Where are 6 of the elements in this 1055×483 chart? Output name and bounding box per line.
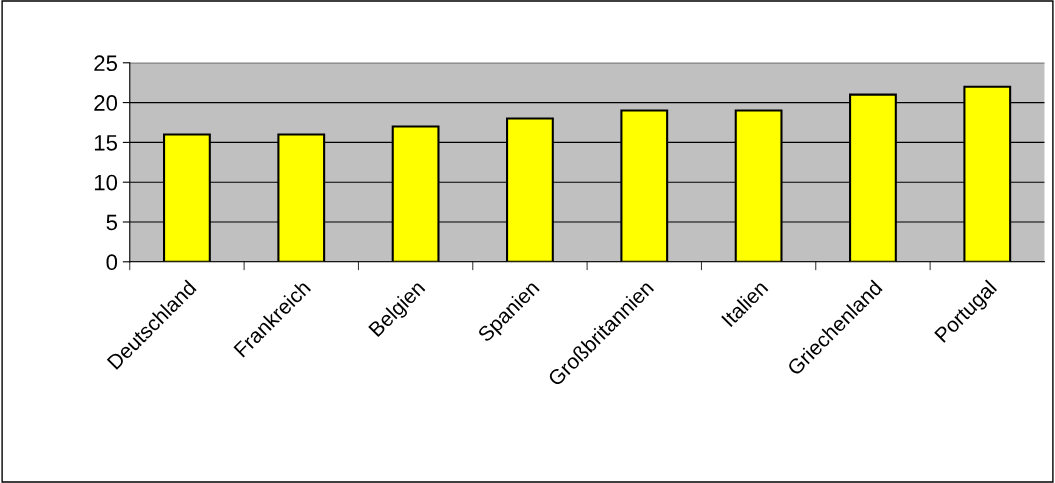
y-tick-label: 5	[106, 214, 118, 231]
y-tick-label: 0	[106, 254, 118, 271]
y-tick-label: 25	[94, 55, 118, 72]
y-tick-label: 20	[94, 95, 118, 111]
y-tick-label: 10	[94, 174, 118, 191]
y-tick-label: 15	[94, 135, 118, 151]
